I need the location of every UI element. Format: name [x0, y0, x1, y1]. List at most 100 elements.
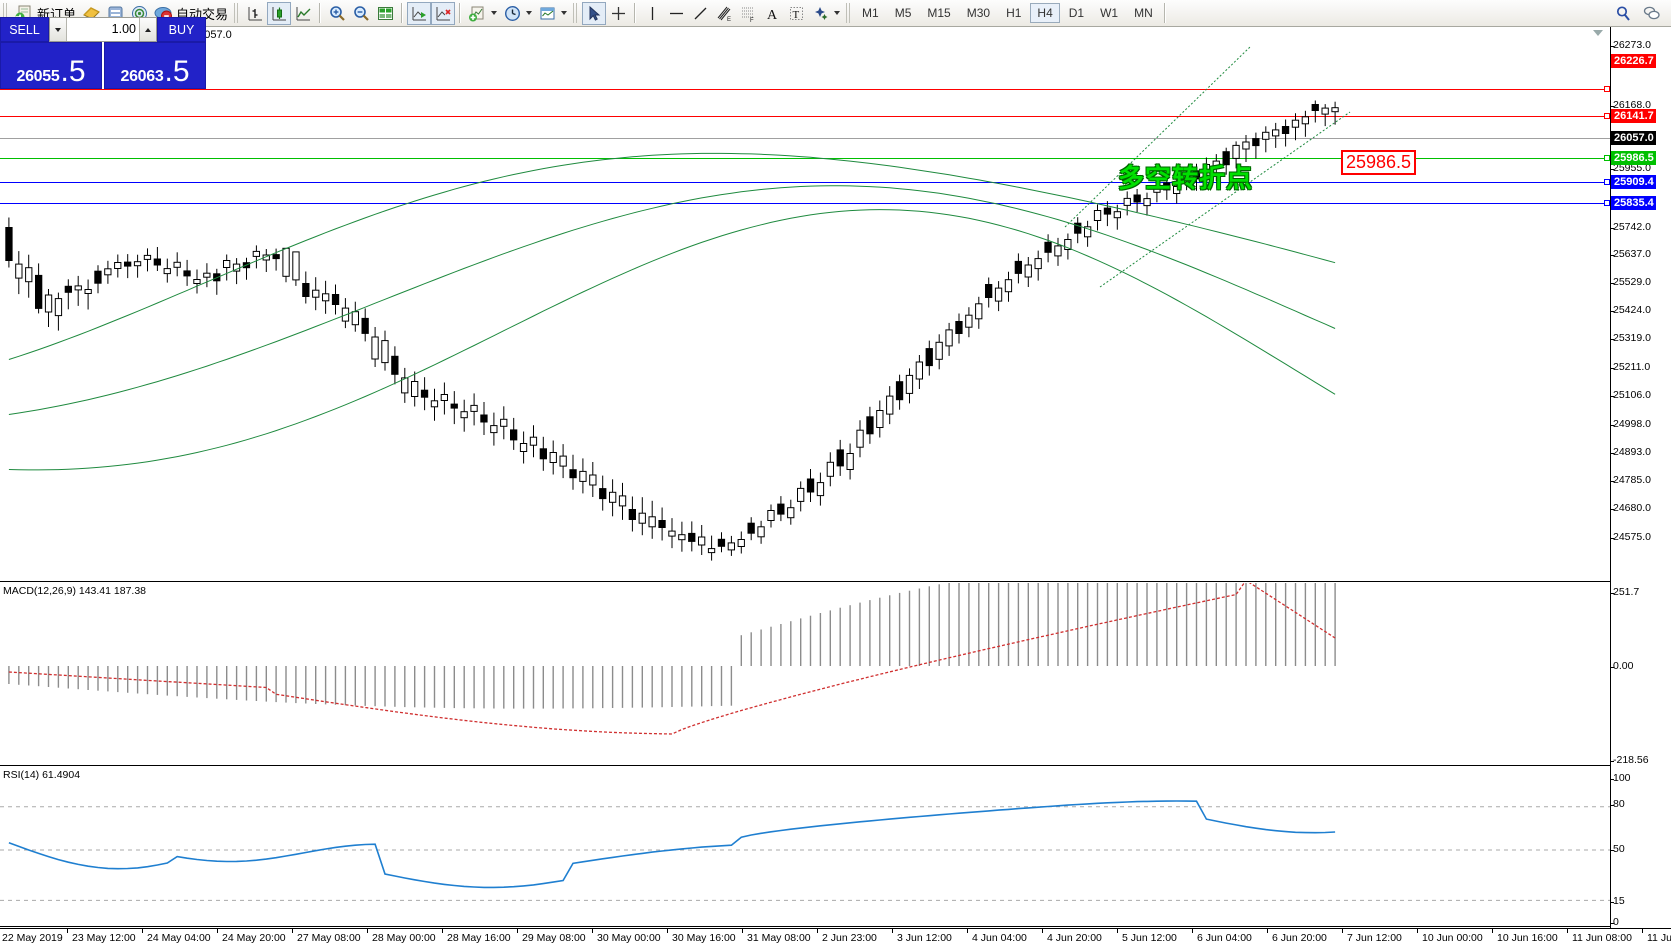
volume-increase-button[interactable]	[139, 18, 156, 41]
chart-area[interactable]: DJ30-,H4 26051.0 26057.0 26038.0 26057.0…	[0, 27, 1671, 950]
rsi-pane[interactable]: RSI(14) 61.4904	[0, 767, 1610, 927]
toolbar-grip-2[interactable]	[234, 3, 241, 23]
time-tick: 28 May 00:00	[367, 929, 436, 944]
resistance-line-26141[interactable]	[0, 116, 1610, 117]
buy-price-box[interactable]: 26063 .5	[104, 42, 206, 89]
pivot-line-25986[interactable]	[0, 158, 1610, 159]
timeframe-w1[interactable]: W1	[1100, 6, 1119, 20]
toolbar-grip-3[interactable]	[573, 3, 580, 23]
timeframe-h1[interactable]: H1	[1006, 6, 1022, 20]
text-button[interactable]: A	[760, 2, 784, 25]
chevron-down-icon	[55, 27, 61, 32]
chat-button[interactable]	[1639, 2, 1663, 25]
timeframe-m15[interactable]: M15	[927, 6, 951, 20]
sell-price-box[interactable]: 26055 .5	[0, 42, 102, 89]
candlestick-chart-button[interactable]	[267, 1, 292, 25]
timeframe-m30[interactable]: M30	[966, 6, 991, 20]
support-line-25909-handle[interactable]	[1604, 179, 1610, 185]
chart-annotation-text[interactable]: 多空转折点	[1118, 164, 1254, 194]
support-line-25909[interactable]	[0, 182, 1610, 183]
templates-icon	[538, 4, 557, 23]
period-button[interactable]	[500, 1, 535, 25]
templates-dropdown-icon[interactable]	[561, 11, 568, 15]
time-tick: 3 Jun 12:00	[892, 929, 952, 944]
fibonacci-button[interactable]: F	[736, 2, 760, 25]
timeframe-d1[interactable]: D1	[1068, 6, 1085, 20]
zoom-out-icon	[352, 4, 371, 23]
templates-button[interactable]	[535, 1, 570, 25]
chevron-up-icon	[145, 27, 151, 32]
tile-windows-button[interactable]	[373, 2, 397, 25]
pivot-line-25986-handle[interactable]	[1604, 155, 1610, 161]
data-window-button[interactable]	[103, 2, 127, 25]
support-line-25835-handle[interactable]	[1604, 200, 1610, 206]
period-dropdown-icon[interactable]	[526, 11, 533, 15]
resistance-line-26141-handle[interactable]	[1604, 113, 1610, 119]
buy-button[interactable]: BUY	[157, 17, 206, 42]
zoom-out-button[interactable]	[349, 2, 373, 25]
zoom-in-button[interactable]	[325, 2, 349, 25]
price-badge-support-line[interactable]: 25909.4	[1611, 175, 1656, 189]
timeframe-m5[interactable]: M5	[894, 6, 912, 20]
shapes-dropdown-icon[interactable]	[834, 11, 841, 15]
price-axis[interactable]: 26273.0 26168.0 25955.0 25742.0 25637.0 25529…	[1610, 27, 1671, 950]
chart-collapse-icon[interactable]	[1593, 30, 1603, 36]
volume-decrease-button[interactable]	[50, 18, 67, 41]
last-price-line	[0, 138, 1610, 139]
price-badge-pivot-line[interactable]: 25986.5	[1611, 151, 1656, 165]
data-window-icon	[106, 4, 125, 23]
cursor-button[interactable]	[582, 1, 607, 25]
vline-button[interactable]	[640, 2, 664, 25]
resistance-line-26226-handle[interactable]	[1604, 86, 1610, 92]
vline-icon	[643, 4, 662, 23]
price-tick: 25529.0	[1611, 276, 1651, 288]
shapes-button[interactable]	[808, 1, 843, 25]
trendline-button[interactable]	[688, 2, 712, 25]
time-axis[interactable]: 22 May 2019 23 May 12:00 24 May 04:00 24 Ma…	[0, 928, 1671, 950]
add-indicator-dropdown-icon[interactable]	[491, 11, 498, 15]
time-tick: 24 May 04:00	[142, 929, 211, 944]
auto-scroll-button[interactable]	[431, 1, 456, 25]
shapes-icon	[811, 4, 830, 23]
price-badge-resistance-line[interactable]: 26226.7	[1611, 54, 1656, 68]
price-callout-label[interactable]: 25986.5	[1341, 150, 1417, 175]
toolbar-separator-5	[1163, 3, 1166, 23]
chart-shift-button[interactable]	[407, 1, 432, 25]
buy-price-integer: 26063	[120, 68, 164, 85]
sell-price-decimal: .5	[60, 55, 86, 89]
bar-chart-button[interactable]	[243, 2, 267, 25]
candlestick-series	[5, 46, 1351, 561]
line-chart-button[interactable]	[291, 2, 315, 25]
resistance-line-26226[interactable]	[0, 89, 1610, 90]
timeframe-mn[interactable]: MN	[1134, 6, 1153, 20]
price-badge-support-line[interactable]: 25835.4	[1611, 196, 1656, 210]
rsi-tick: 100	[1611, 772, 1631, 784]
timeframe-m1[interactable]: M1	[862, 6, 879, 20]
price-badge-resistance-line[interactable]: 26141.7	[1611, 109, 1656, 123]
price-tick: 26168.0	[1611, 99, 1651, 111]
equidistant-channel-button[interactable]: E	[712, 2, 736, 25]
price-pane[interactable]: DJ30-,H4 26051.0 26057.0 26038.0 26057.0…	[0, 27, 1610, 582]
crosshair-button[interactable]	[606, 2, 630, 25]
toolbar-grip[interactable]	[3, 3, 9, 23]
auto-scroll-icon	[434, 4, 453, 23]
one-click-trading-panel[interactable]: SELL 1.00 BUY 26055 .5 26063 .5	[0, 17, 206, 90]
support-line-25835[interactable]	[0, 203, 1610, 204]
sell-price-integer: 26055	[16, 68, 60, 85]
sell-button[interactable]: SELL	[0, 17, 49, 42]
label-button[interactable]: T	[784, 2, 808, 25]
add-indicator-button[interactable]	[465, 1, 500, 25]
search-button[interactable]	[1611, 2, 1635, 25]
volume-input[interactable]: 1.00	[111, 22, 136, 36]
time-tick: 2 Jun 23:00	[817, 929, 877, 944]
toolbar-grip-4[interactable]	[846, 3, 853, 23]
price-badge-last-price[interactable]: 26057.0	[1611, 131, 1656, 145]
time-tick: 28 May 16:00	[442, 929, 511, 944]
hline-button[interactable]	[664, 2, 688, 25]
crosshair-icon	[609, 4, 628, 23]
price-tick: 24785.0	[1611, 474, 1651, 486]
timeframe-h4[interactable]: H4	[1030, 3, 1060, 23]
add-indicator-icon	[468, 4, 487, 23]
macd-pane[interactable]: MACD(12,26,9) 143.41 187.38	[0, 583, 1610, 766]
volume-stepper[interactable]: 1.00	[49, 17, 157, 42]
